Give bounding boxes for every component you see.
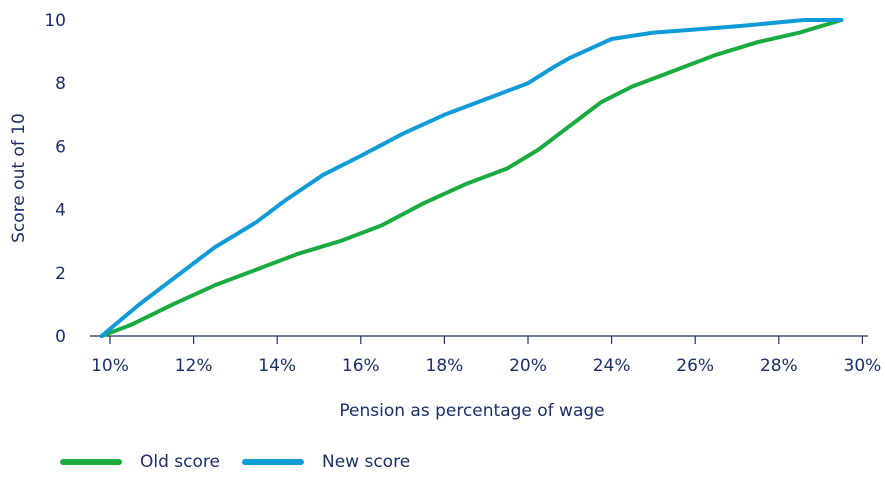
legend-item-old-score: Old score <box>60 452 220 472</box>
x-tick-label: 12% <box>175 356 213 376</box>
series-line-old-score <box>102 20 842 336</box>
x-tick-label: 26% <box>676 356 714 376</box>
x-tick-label: 14% <box>258 356 296 376</box>
x-tick-label: 10% <box>91 356 129 376</box>
x-axis-label: Pension as percentage of wage <box>339 401 604 421</box>
x-tick-label: 18% <box>426 356 464 376</box>
old-score-label: Old score <box>140 452 220 472</box>
new-score-swatch <box>242 459 304 465</box>
old-score-swatch <box>60 459 122 465</box>
y-tick-label: 6 <box>55 137 66 157</box>
x-tick-label: 30% <box>844 356 882 376</box>
x-tick-label: 24% <box>593 356 631 376</box>
y-tick-label: 2 <box>55 264 66 284</box>
x-tick-label: 20% <box>509 356 547 376</box>
y-tick-label: 8 <box>55 74 66 94</box>
y-tick-label: 10 <box>44 11 66 31</box>
legend: Old score New score <box>60 452 410 472</box>
x-tick-label: 16% <box>342 356 380 376</box>
y-axis-label: Score out of 10 <box>9 113 29 243</box>
new-score-label: New score <box>322 452 410 472</box>
x-tick-label: 28% <box>760 356 798 376</box>
series-lines <box>102 20 842 336</box>
y-tick-label: 0 <box>55 327 66 347</box>
series-line-new-score <box>102 20 842 336</box>
y-axis-ticks: 0 2 4 6 8 10 <box>44 11 66 347</box>
legend-item-new-score: New score <box>242 452 410 472</box>
y-tick-label: 4 <box>55 201 66 221</box>
x-axis-ticks: 10% 12% 14% 16% 18% 20% 24% 26% 28% 30% <box>91 336 881 376</box>
